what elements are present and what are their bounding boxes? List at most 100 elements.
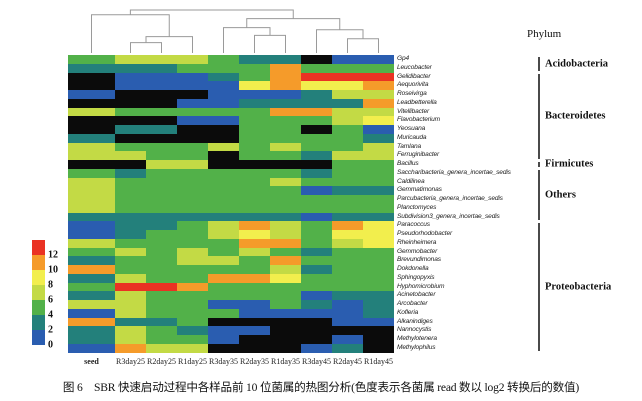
row-label: Ferruginibacter: [397, 151, 440, 159]
heatmap-cell: [208, 238, 239, 248]
heatmap-cell: [208, 230, 239, 239]
heatmap-cell: [68, 221, 115, 230]
heatmap-cell: [301, 247, 332, 257]
heatmap-cell: [146, 81, 177, 90]
heatmap-cell: [68, 186, 115, 195]
heatmap-cell: [146, 72, 177, 82]
heatmap-cell: [270, 282, 301, 292]
heatmap-cell: [177, 265, 208, 274]
heatmap-cell: [239, 186, 270, 195]
heatmap-cell: [363, 177, 394, 187]
heatmap-cell: [363, 317, 394, 327]
heatmap-cell: [115, 256, 146, 265]
heatmap-cell: [208, 343, 239, 353]
heatmap-cell: [363, 256, 394, 265]
heatmap-cell: [146, 291, 177, 300]
heatmap-cell: [332, 81, 363, 90]
column-label: R3day45: [302, 357, 331, 366]
row-label: Saccharibacteria_genera_incertae_sedis: [397, 168, 511, 176]
heatmap-cell: [177, 63, 208, 73]
heatmap-cell: [208, 125, 239, 134]
heatmap-cell: [301, 160, 332, 169]
heatmap-cell: [146, 55, 177, 64]
heatmap-cell: [270, 160, 301, 169]
column-label: R3day25: [116, 357, 145, 366]
heatmap-cell: [363, 90, 394, 99]
heatmap-cell: [301, 212, 332, 222]
heatmap-cell: [363, 63, 394, 73]
heatmap-cell: [270, 291, 301, 300]
heatmap-cell: [239, 282, 270, 292]
heatmap-cell: [270, 90, 301, 99]
heatmap-cell: [146, 326, 177, 335]
heatmap-cell: [115, 133, 146, 143]
row-label: Gemmatimonas: [397, 186, 442, 194]
heatmap-cell: [115, 81, 146, 90]
heatmap-cell: [239, 265, 270, 274]
heatmap-cell: [363, 160, 394, 169]
heatmap-cell: [146, 107, 177, 117]
colorbar-segment: [32, 330, 45, 345]
row-label: Nannocystis: [397, 326, 432, 334]
heatmap-cell: [239, 81, 270, 90]
heatmap-cell: [208, 212, 239, 222]
heatmap-cell: [115, 160, 146, 169]
heatmap-cell: [177, 107, 208, 117]
heatmap-cell: [239, 221, 270, 230]
heatmap-cell: [146, 116, 177, 125]
heatmap-cell: [239, 335, 270, 344]
heatmap-cell: [301, 98, 332, 108]
heatmap-cell: [177, 256, 208, 265]
heatmap-cell: [208, 291, 239, 300]
column-label: R1day35: [271, 357, 300, 366]
heatmap-cell: [332, 300, 363, 309]
row-label: Flavobacterium: [397, 116, 440, 124]
row-label: Bacillus: [397, 160, 419, 167]
row-label: Acinetobacter: [397, 291, 436, 299]
heatmap-cell: [146, 125, 177, 134]
heatmap-cell: [332, 125, 363, 134]
heatmap-cell: [239, 291, 270, 300]
heatmap-cell: [239, 212, 270, 222]
heatmap-cell: [270, 142, 301, 152]
heatmap-cell: [68, 63, 115, 73]
heatmap-cell: [208, 98, 239, 108]
heatmap-cell: [239, 177, 270, 187]
heatmap-cell: [68, 142, 115, 152]
heatmap-cell: [68, 72, 115, 82]
heatmap-cell: [115, 63, 146, 73]
heatmap-cell: [301, 81, 332, 90]
heatmap-cell: [68, 81, 115, 90]
heatmap-cell: [68, 300, 115, 309]
phylum-label: Bacteroidetes: [545, 110, 606, 122]
heatmap-cell: [363, 125, 394, 134]
heatmap-cell: [363, 98, 394, 108]
heatmap-cell: [177, 308, 208, 318]
heatmap-cell: [239, 55, 270, 64]
heatmap-cell: [146, 133, 177, 143]
row-label: Tamlana: [397, 142, 421, 150]
heatmap-cell: [270, 265, 301, 274]
heatmap-cell: [301, 133, 332, 143]
heatmap-cell: [239, 195, 270, 204]
heatmap-cell: [68, 177, 115, 187]
heatmap-cell: [115, 186, 146, 195]
row-label: Methylotenera: [397, 335, 437, 342]
row-label: Muricauda: [397, 133, 427, 141]
heatmap-cell: [68, 273, 115, 283]
heatmap-cell: [208, 81, 239, 90]
heatmap-cell: [177, 238, 208, 248]
heatmap-cell: [332, 335, 363, 344]
heatmap-cell: [146, 335, 177, 344]
heatmap-cell: [363, 116, 394, 125]
heatmap-cell: [146, 317, 177, 327]
heatmap-cell: [270, 63, 301, 73]
heatmap-cell: [239, 256, 270, 265]
heatmap-cell: [270, 186, 301, 195]
row-label: Aequorivita: [397, 81, 429, 89]
heatmap-cell: [208, 195, 239, 204]
heatmap-cell: [208, 308, 239, 318]
heatmap-cell: [301, 55, 332, 64]
heatmap-cell: [239, 273, 270, 283]
heatmap-cell: [270, 133, 301, 143]
